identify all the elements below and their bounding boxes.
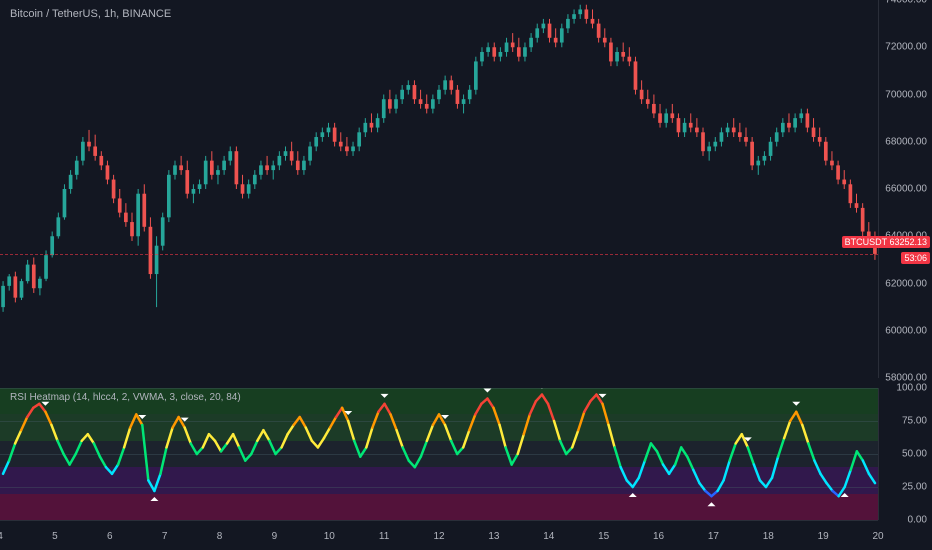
x-tick-label: 7 bbox=[162, 531, 168, 542]
x-tick-label: 9 bbox=[272, 531, 278, 542]
indicator-title: RSI Heatmap (14, hlcc4, 2, VWMA, 3, clos… bbox=[10, 392, 241, 403]
y-tick-label: 68000.00 bbox=[885, 136, 927, 147]
chart-title: Bitcoin / TetherUS, 1h, BINANCE bbox=[10, 8, 171, 20]
x-tick-label: 6 bbox=[107, 531, 113, 542]
x-tick-label: 20 bbox=[872, 531, 883, 542]
symbol-badge: BTCUSDT 63252.13 bbox=[842, 236, 930, 248]
y-tick-label: 74000.00 bbox=[885, 0, 927, 6]
price-y-axis: 58000.0060000.0062000.0064000.0066000.00… bbox=[878, 0, 932, 378]
x-tick-label: 18 bbox=[763, 531, 774, 542]
x-tick-label: 19 bbox=[818, 531, 829, 542]
rsi-heatmap-chart[interactable] bbox=[0, 388, 878, 520]
x-tick-label: 17 bbox=[708, 531, 719, 542]
x-tick-label: 10 bbox=[324, 531, 335, 542]
price-chart[interactable] bbox=[0, 0, 878, 378]
y-tick-label: 66000.00 bbox=[885, 184, 927, 195]
indicator-y-tick: 50.00 bbox=[902, 449, 927, 460]
current-price-line bbox=[0, 254, 878, 255]
indicator-y-tick: 25.00 bbox=[902, 482, 927, 493]
x-tick-label: 15 bbox=[598, 531, 609, 542]
time-x-axis: 4567891011121314151617181920 bbox=[0, 520, 878, 550]
x-tick-label: 8 bbox=[217, 531, 223, 542]
x-tick-label: 14 bbox=[543, 531, 554, 542]
y-tick-label: 72000.00 bbox=[885, 42, 927, 53]
x-tick-label: 11 bbox=[379, 531, 389, 542]
y-tick-label: 62000.00 bbox=[885, 278, 927, 289]
indicator-y-tick: 75.00 bbox=[902, 416, 927, 427]
x-tick-label: 4 bbox=[0, 531, 3, 542]
indicator-y-axis: 0.0025.0050.0075.00100.00 bbox=[878, 388, 932, 520]
countdown-badge: 53:06 bbox=[901, 252, 930, 264]
x-tick-label: 5 bbox=[52, 531, 58, 542]
y-tick-label: 70000.00 bbox=[885, 89, 927, 100]
x-tick-label: 16 bbox=[653, 531, 664, 542]
y-tick-label: 60000.00 bbox=[885, 325, 927, 336]
x-tick-label: 12 bbox=[433, 531, 444, 542]
chart-container: Bitcoin / TetherUS, 1h, BINANCE USDT 580… bbox=[0, 0, 932, 550]
indicator-y-tick: 0.00 bbox=[908, 515, 927, 526]
x-tick-label: 13 bbox=[488, 531, 499, 542]
indicator-y-tick: 100.00 bbox=[896, 383, 927, 394]
